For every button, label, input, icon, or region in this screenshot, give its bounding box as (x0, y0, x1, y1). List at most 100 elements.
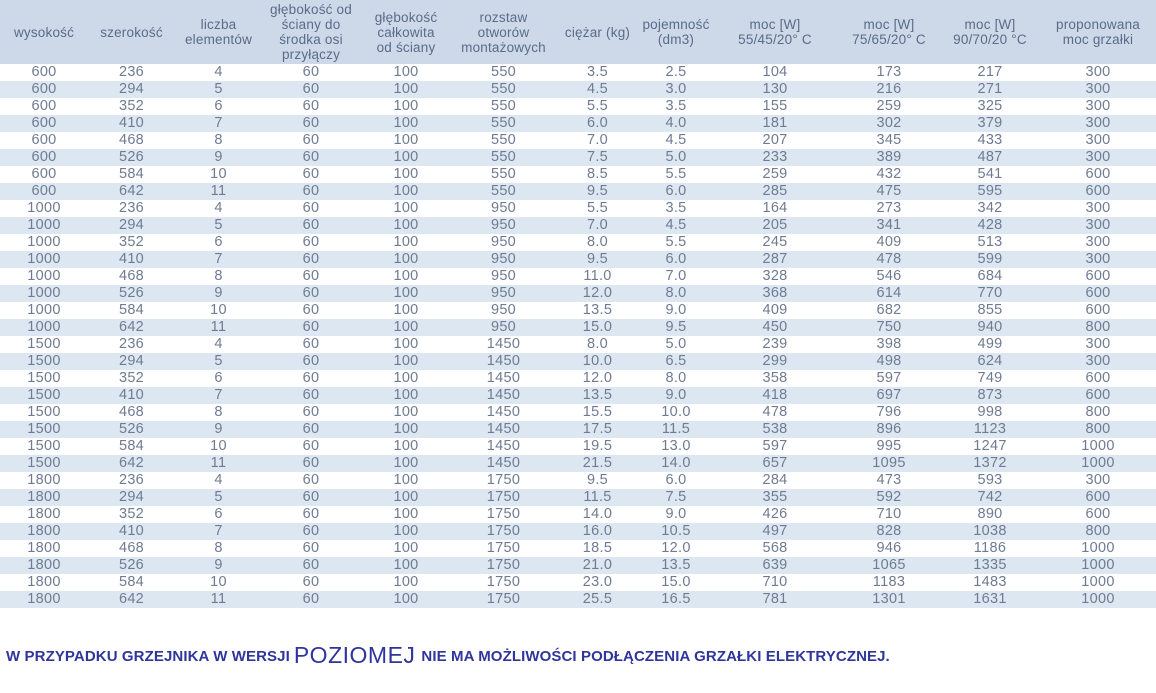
cell: 600 (31, 132, 57, 148)
cell: 1800 (0, 591, 88, 608)
cell: 7.0 (665, 268, 687, 284)
table-row: 1000 526 9 60 100 950 12.0 8.0 368 614 770 600 (0, 285, 1156, 302)
cell: 300 (1040, 217, 1156, 234)
cell: 60 (262, 149, 360, 166)
table-row: 600 468 8 60 100 550 7.0 4.5 207 345 433 300 (0, 132, 1156, 149)
cell: 896 (838, 421, 940, 438)
cell: 4 (214, 472, 223, 488)
cell: 3.5 (665, 98, 687, 114)
cell: 7.5 (555, 149, 640, 166)
cell: 9.5 (555, 183, 640, 200)
cell: 287 (712, 251, 838, 268)
cell: 6.0 (665, 472, 687, 488)
cell: 1335 (940, 557, 1040, 574)
table-row: 600 584 10 60 100 550 8.5 5.5 259 432 541 600 (0, 166, 1156, 183)
cell: 1800 (0, 557, 88, 574)
cell: 60 (302, 540, 320, 556)
cell: 352 (118, 234, 145, 250)
cell: 60 (302, 370, 320, 386)
cell: 950 (452, 319, 555, 336)
cell: 1301 (838, 591, 940, 608)
cell: 398 (876, 336, 902, 352)
cell: 9.5 (555, 251, 640, 268)
cell: 328 (762, 268, 788, 284)
cell: 299 (712, 353, 838, 370)
cell: 998 (977, 404, 1003, 420)
cell: 873 (940, 387, 1040, 404)
cell: 1750 (486, 472, 521, 488)
cell: 5 (175, 353, 262, 370)
table-row: 1800 294 5 60 100 1750 11.5 7.5 355 592 742 600 (0, 489, 1156, 506)
cell: 639 (712, 557, 838, 574)
cell: 300 (1040, 149, 1156, 166)
cell: 271 (940, 81, 1040, 98)
cell: 60 (262, 183, 360, 200)
column-header-ciezar: ciężar (kg) (555, 0, 640, 64)
cell: 5 (175, 489, 262, 506)
cell: 325 (977, 98, 1003, 114)
cell: 657 (712, 455, 838, 472)
cell: 23.0 (582, 574, 613, 590)
cell: 2.5 (665, 64, 687, 80)
cell: 433 (977, 132, 1003, 148)
cell: 1000 (0, 319, 88, 336)
cell: 710 (876, 506, 902, 522)
cell: 100 (360, 523, 452, 540)
cell: 9.5 (640, 319, 712, 336)
cell: 11 (175, 455, 262, 472)
cell: 410 (88, 387, 175, 404)
table-row: 1000 584 10 60 100 950 13.5 9.0 409 682 855 600 (0, 302, 1156, 319)
cell: 800 (1040, 319, 1156, 336)
cell: 217 (977, 64, 1003, 80)
cell: 11.5 (555, 489, 640, 506)
cell: 595 (940, 183, 1040, 200)
table-row: 1500 410 7 60 100 1450 13.5 9.0 418 697 873 600 (0, 387, 1156, 404)
cell: 358 (762, 370, 788, 386)
cell: 8 (214, 132, 223, 148)
cell: 294 (88, 353, 175, 370)
cell: 1500 (27, 336, 61, 352)
cell: 60 (262, 591, 360, 608)
cell: 60 (262, 387, 360, 404)
cell: 5 (175, 81, 262, 98)
cell: 60 (262, 455, 360, 472)
table-row: 1000 352 6 60 100 950 8.0 5.5 245 409 513 300 (0, 234, 1156, 251)
cell: 60 (262, 421, 360, 438)
cell: 6 (214, 98, 223, 114)
cell: 5.5 (586, 98, 609, 114)
cell: 60 (302, 98, 320, 114)
cell: 100 (360, 591, 452, 608)
cell: 4.5 (665, 132, 687, 148)
cell: 205 (712, 217, 838, 234)
cell: 379 (940, 115, 1040, 132)
cell: 294 (88, 81, 175, 98)
cell: 682 (876, 302, 902, 318)
cell: 9.0 (665, 302, 687, 318)
cell: 21.5 (555, 455, 640, 472)
cell: 1450 (486, 370, 521, 386)
cell: 60 (302, 166, 320, 182)
cell: 642 (88, 455, 175, 472)
cell: 468 (118, 404, 145, 420)
cell: 233 (712, 149, 838, 166)
table-row: 1000 294 5 60 100 950 7.0 4.5 205 341 428 300 (0, 217, 1156, 234)
cell: 239 (762, 336, 788, 352)
cell: 10.0 (555, 353, 640, 370)
table-row: 1800 352 6 60 100 1750 14.0 9.0 426 710 890 600 (0, 506, 1156, 523)
cell: 409 (876, 234, 902, 250)
table-row: 1000 642 11 60 100 950 15.0 9.5 450 750 940 800 (0, 319, 1156, 336)
table-row: 1500 352 6 60 100 1450 12.0 8.0 358 597 749 600 (0, 370, 1156, 387)
cell: 60 (262, 81, 360, 98)
cell: 1800 (27, 506, 61, 522)
cell: 770 (940, 285, 1040, 302)
cell: 10 (210, 574, 227, 590)
cell: 100 (360, 285, 452, 302)
cell: 1800 (27, 574, 61, 590)
table-row: 1800 410 7 60 100 1750 16.0 10.5 497 828 1038 800 (0, 523, 1156, 540)
cell: 940 (940, 319, 1040, 336)
cell: 100 (360, 455, 452, 472)
cell: 1800 (0, 489, 88, 506)
cell: 1450 (452, 421, 555, 438)
cell: 478 (838, 251, 940, 268)
